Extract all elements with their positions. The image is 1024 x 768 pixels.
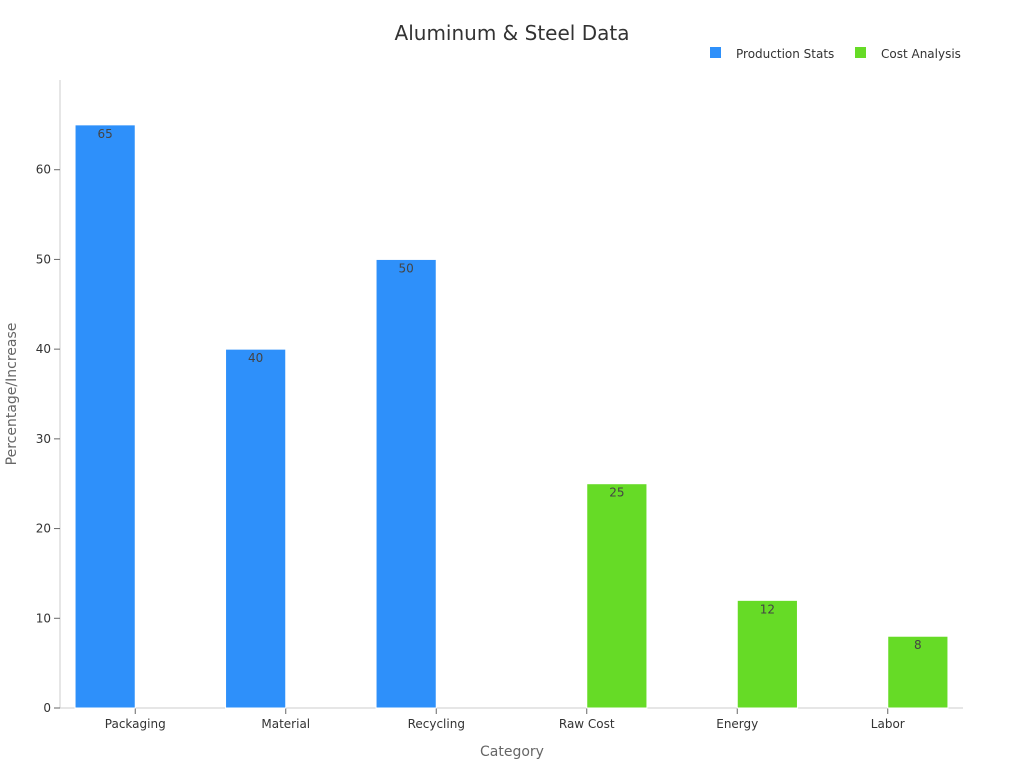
x-tick-label-material: Material (261, 717, 310, 731)
legend: Production Stats Cost Analysis (710, 47, 961, 61)
x-tick-label-recycling: Recycling (408, 717, 465, 731)
chart-title: Aluminum & Steel Data (395, 21, 630, 45)
bar-value-label-raw-cost: 25 (609, 486, 624, 500)
legend-label-cost-analysis: Cost Analysis (881, 47, 961, 61)
y-axis-ticks: 0 10 20 30 40 50 60 (36, 163, 60, 715)
bar-value-label-material: 40 (248, 351, 263, 365)
bar-value-label-energy: 12 (760, 602, 775, 616)
y-tick-label: 50 (36, 252, 51, 266)
legend-swatch-cost-analysis (855, 47, 866, 58)
x-tick-label-raw-cost: Raw Cost (559, 717, 615, 731)
bar-value-labels: 65 40 50 25 12 8 (98, 127, 922, 652)
bar-packaging (74, 124, 136, 709)
y-tick-label: 20 (36, 522, 51, 536)
x-tick-label-energy: Energy (716, 717, 758, 731)
y-tick-label: 30 (36, 432, 51, 446)
y-tick-label: 0 (43, 701, 51, 715)
y-tick-label: 10 (36, 611, 51, 625)
bar-value-label-packaging: 65 (98, 127, 113, 141)
bars (74, 124, 949, 709)
x-axis-label: Category (480, 744, 544, 760)
x-axis-ticks: Packaging Material Recycling Raw Cost Energy… (105, 708, 905, 731)
y-axis-label: Percentage/Increase (4, 323, 20, 466)
x-tick-label-packaging: Packaging (105, 717, 166, 731)
y-tick-label: 40 (36, 342, 51, 356)
x-tick-label-labor: Labor (871, 717, 905, 731)
y-tick-label: 60 (36, 163, 51, 177)
bar-value-label-recycling: 50 (399, 261, 414, 275)
bar-value-label-labor: 8 (914, 638, 922, 652)
legend-swatch-production-stats (710, 47, 721, 58)
bar-raw-cost (586, 483, 648, 709)
bar-labor (887, 635, 949, 709)
legend-label-production-stats: Production Stats (736, 47, 834, 61)
bar-recycling (375, 258, 437, 709)
bar-energy (736, 599, 798, 709)
bar-material (225, 348, 287, 709)
